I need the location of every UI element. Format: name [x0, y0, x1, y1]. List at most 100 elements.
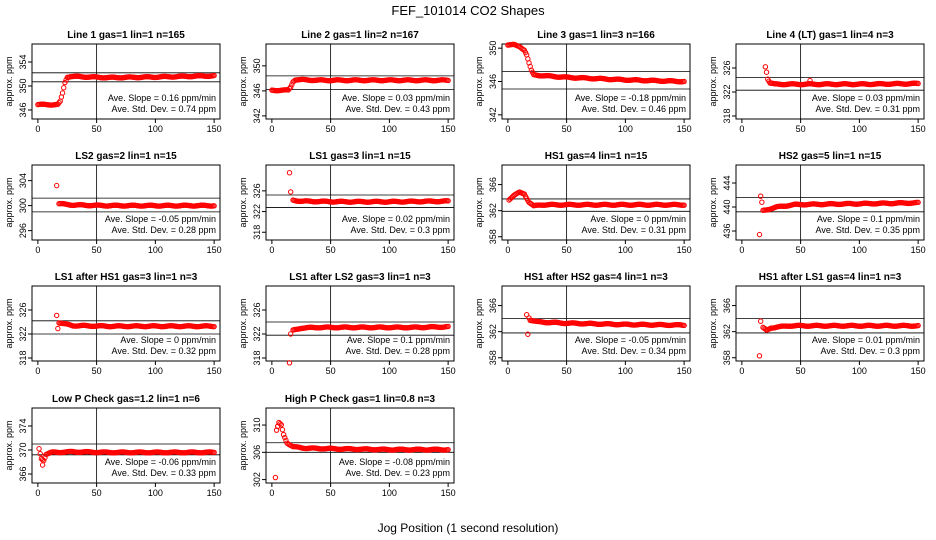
y-axis-label: approx. ppm — [238, 420, 248, 470]
y-axis-label: approx. ppm — [474, 298, 484, 348]
data-point — [757, 318, 764, 324]
x-tick-label: 150 — [677, 366, 692, 376]
x-tick-label: 150 — [911, 124, 926, 134]
x-tick-label: 0 — [739, 245, 744, 255]
slope-annotation: Ave. Slope = -0.05 ppm/min — [575, 335, 686, 345]
x-tick-label: 50 — [796, 366, 806, 376]
y-tick-label: 374 — [18, 418, 28, 433]
x-tick-label: 150 — [911, 245, 926, 255]
data-point — [286, 360, 293, 366]
data-point — [525, 331, 531, 337]
x-tick-label: 150 — [677, 245, 692, 255]
slope-annotation: Ave. Slope = 0.03 ppm/min — [812, 93, 920, 103]
panel-title: Low P Check gas=1.2 lin=1 n=6 — [52, 394, 200, 405]
panel-12: HS1 after LS1 gas=4 lin=1 n=3 0 50 100 150 35… — [708, 272, 926, 376]
y-tick-label: 326 — [18, 302, 28, 317]
data-points — [756, 193, 921, 238]
y-tick-label: 366 — [722, 298, 732, 313]
data-point — [211, 323, 217, 330]
x-tick-label: 50 — [562, 245, 572, 255]
data-point — [445, 323, 451, 330]
x-tick-label: 100 — [382, 245, 397, 255]
y-axis-label: approx. ppm — [474, 56, 484, 106]
x-tick-label: 50 — [326, 488, 336, 498]
stddev-annotation: Ave. Std. Dev. = 0.31 ppm — [816, 104, 920, 114]
x-tick-label: 0 — [35, 124, 40, 134]
x-tick-label: 0 — [505, 245, 510, 255]
panels-container: Line 1 gas=1 lin=1 n=165 0 50 100 150 346 350 3… — [4, 30, 926, 498]
data-point — [211, 72, 217, 79]
slope-annotation: Ave. Slope = 0.02 ppm/min — [342, 214, 450, 224]
x-tick-label: 100 — [852, 366, 867, 376]
y-tick-label: 362 — [488, 203, 498, 218]
plot-frame — [265, 43, 455, 120]
y-tick-label: 346 — [18, 102, 28, 117]
x-tick-label: 100 — [148, 366, 163, 376]
x-tick-label: 0 — [505, 366, 510, 376]
panel-8: HS2 gas=5 lin=1 n=15 0 50 100 150 436 440 444 ap… — [708, 151, 926, 255]
data-point — [287, 189, 294, 195]
y-tick-label: 350 — [252, 58, 262, 73]
data-point — [55, 325, 61, 332]
x-tick-label: 50 — [92, 366, 102, 376]
slope-annotation: Ave. Slope = -0.05 ppm/min — [105, 214, 216, 224]
panel-4: Line 4 (LT) gas=1 lin=4 n=3 0 50 100 150 318 3… — [708, 30, 926, 134]
plot-frame — [735, 164, 925, 241]
x-tick-label: 0 — [739, 124, 744, 134]
y-tick-label: 350 — [488, 41, 498, 56]
data-point — [915, 322, 921, 329]
y-tick-label: 322 — [252, 326, 262, 341]
x-tick-label: 150 — [207, 488, 222, 498]
data-point — [39, 462, 46, 468]
y-tick-label: 366 — [18, 466, 28, 481]
data-points — [286, 170, 451, 205]
y-tick-label: 322 — [722, 84, 732, 99]
stddev-annotation: Ave. Std. Dev. = 0.32 ppm — [112, 346, 216, 356]
panel-1: Line 1 gas=1 lin=1 n=165 0 50 100 150 346 350 3… — [4, 30, 222, 134]
slope-annotation: Ave. Slope = -0.18 ppm/min — [575, 93, 686, 103]
stddev-annotation: Ave. Std. Dev. = 0.34 ppm — [582, 346, 686, 356]
stddev-annotation: Ave. Std. Dev. = 0.33 ppm — [112, 468, 216, 478]
panel-10: LS1 after LS2 gas=3 lin=1 n=3 0 50 100 150 31… — [238, 272, 456, 376]
y-tick-label: 322 — [252, 204, 262, 219]
data-point — [211, 203, 217, 209]
data-points — [36, 446, 217, 468]
slope-annotation: Ave. Slope = 0.01 ppm/min — [812, 335, 920, 345]
slope-annotation: Ave. Slope = 0 ppm/min — [590, 214, 686, 224]
panel-5: LS2 gas=2 lin=1 n=15 0 50 100 150 296 300 304 ap… — [4, 151, 222, 255]
panel-title: LS1 after LS2 gas=3 lin=1 n=3 — [289, 272, 431, 283]
data-point — [283, 437, 289, 444]
x-tick-label: 100 — [382, 366, 397, 376]
y-tick-label: 318 — [252, 225, 262, 240]
stddev-annotation: Ave. Std. Dev. = 0.46 ppm — [582, 104, 686, 114]
x-tick-label: 0 — [739, 366, 744, 376]
y-tick-label: 436 — [722, 223, 732, 238]
y-axis-label: approx. ppm — [238, 177, 248, 227]
data-point — [62, 79, 68, 86]
y-axis-label: approx. ppm — [4, 420, 14, 470]
panel-2: Line 2 gas=1 lin=2 n=167 0 50 100 150 342 346 3… — [238, 30, 456, 134]
data-point — [759, 199, 765, 205]
x-tick-label: 0 — [35, 245, 40, 255]
x-tick-label: 50 — [796, 245, 806, 255]
stddev-annotation: Ave. Std. Dev. = 0.74 ppm — [112, 104, 216, 114]
x-tick-label: 50 — [326, 366, 336, 376]
panel-title: LS2 gas=2 lin=1 n=15 — [75, 151, 177, 162]
stddev-annotation: Ave. Std. Dev. = 0.3 ppm — [821, 346, 920, 356]
y-tick-label: 304 — [18, 173, 28, 188]
y-tick-label: 358 — [488, 350, 498, 365]
y-axis-label: approx. ppm — [708, 177, 718, 227]
data-point — [211, 449, 217, 456]
data-point — [287, 84, 294, 90]
y-tick-label: 306 — [252, 445, 262, 460]
x-tick-label: 50 — [92, 245, 102, 255]
panel-title: High P Check gas=1 lin=0.8 n=3 — [285, 394, 436, 405]
stddev-annotation: Ave. Std. Dev. = 0.23 ppm — [346, 468, 450, 478]
data-points — [505, 41, 687, 85]
slope-annotation: Ave. Slope = 0 ppm/min — [120, 335, 216, 345]
panel-6: LS1 gas=3 lin=1 n=15 0 50 100 150 318 322 326 ap… — [238, 151, 456, 255]
y-axis-label: approx. ppm — [474, 177, 484, 227]
y-tick-label: 322 — [18, 326, 28, 341]
data-points — [286, 323, 451, 366]
panel-title: Line 1 gas=1 lin=1 n=165 — [67, 30, 185, 41]
